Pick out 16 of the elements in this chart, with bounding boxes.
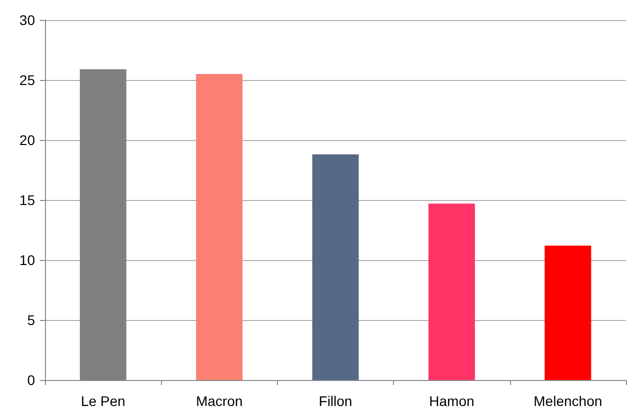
y-tick-label: 0 [27, 372, 36, 388]
y-tick-label: 5 [27, 312, 36, 328]
y-tick-label: 25 [19, 72, 36, 88]
x-tick-label: Hamon [429, 393, 474, 408]
x-tick-label: Macron [196, 393, 243, 408]
bar [312, 154, 359, 380]
x-tick-label: Le Pen [80, 393, 126, 408]
y-tick-label: 20 [19, 132, 36, 148]
y-tick-label: 30 [19, 12, 36, 28]
bar [428, 204, 475, 380]
y-tick-label: 10 [19, 252, 36, 268]
x-tick-label: Fillon [318, 393, 352, 408]
x-tick-label: Melenchon [534, 393, 602, 408]
bar [544, 246, 592, 380]
bar [196, 74, 243, 380]
y-tick-label: 15 [19, 192, 36, 208]
